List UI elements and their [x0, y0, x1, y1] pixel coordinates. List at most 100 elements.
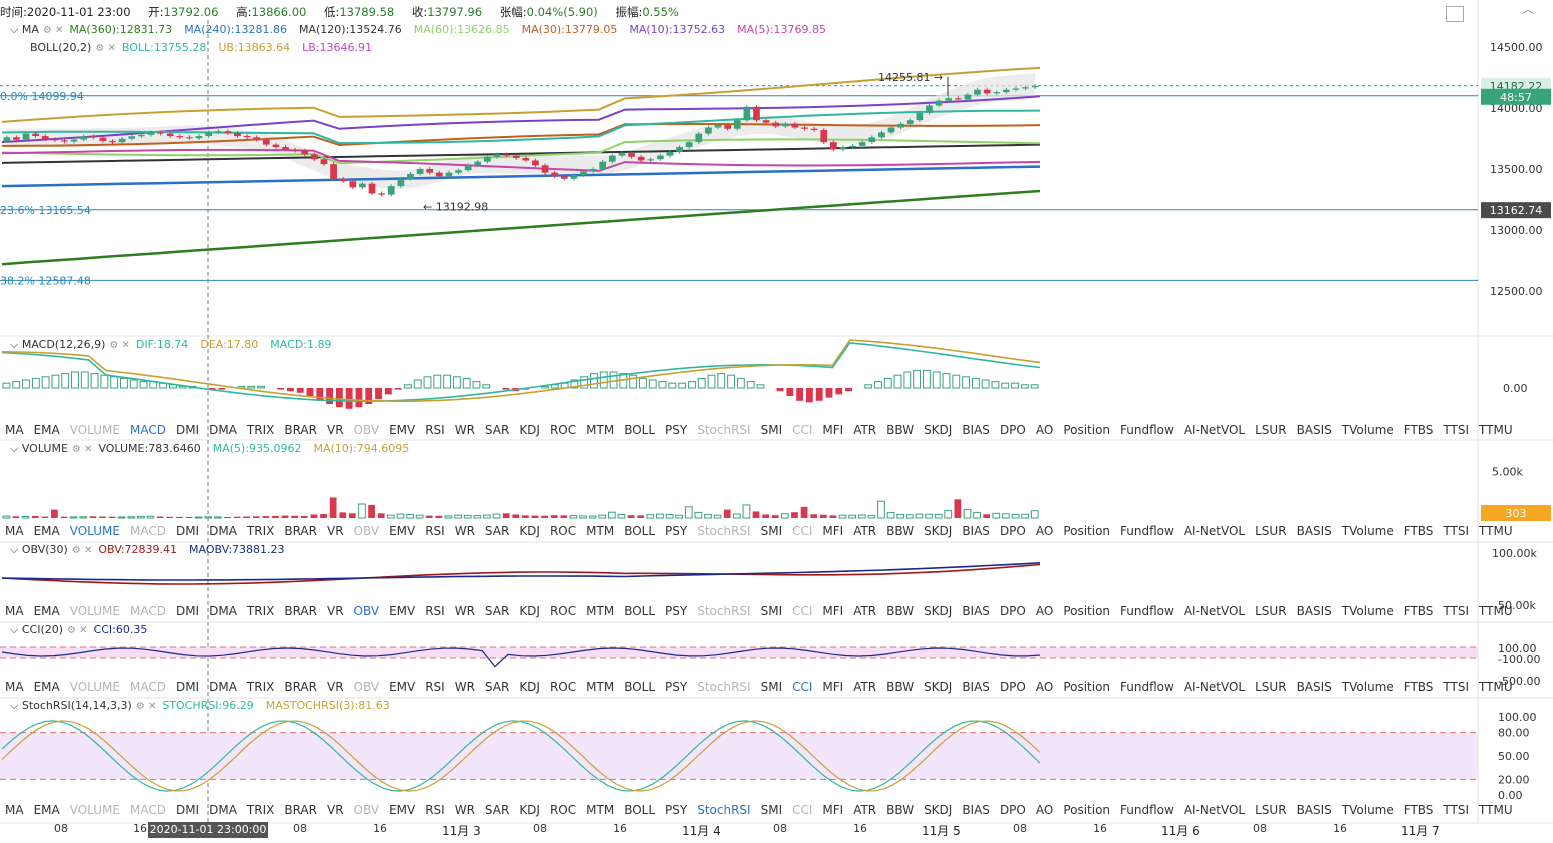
- tab-brar[interactable]: BRAR: [279, 678, 322, 696]
- tab-ao[interactable]: AO: [1031, 522, 1058, 540]
- tab-fundflow[interactable]: Fundflow: [1115, 678, 1179, 696]
- tab-basis[interactable]: BASIS: [1292, 602, 1337, 620]
- tab-cci[interactable]: CCI: [787, 801, 817, 819]
- tab-ttsi[interactable]: TTSI: [1438, 678, 1474, 696]
- tab-roc[interactable]: ROC: [545, 421, 581, 439]
- tab-bias[interactable]: BIAS: [957, 522, 995, 540]
- tab-cci[interactable]: CCI: [787, 602, 817, 620]
- tab-ai-netvol[interactable]: AI-NetVOL: [1179, 801, 1250, 819]
- tab-macd[interactable]: MACD: [125, 522, 171, 540]
- tab-tvolume[interactable]: TVolume: [1337, 421, 1399, 439]
- tab-position[interactable]: Position: [1058, 522, 1115, 540]
- tab-wr[interactable]: WR: [450, 421, 480, 439]
- tab-boll[interactable]: BOLL: [619, 678, 660, 696]
- tab-ai-netvol[interactable]: AI-NetVOL: [1179, 602, 1250, 620]
- tab-stochrsi[interactable]: StochRSI: [692, 801, 755, 819]
- tab-ftbs[interactable]: FTBS: [1399, 522, 1439, 540]
- tab-dma[interactable]: DMA: [204, 421, 242, 439]
- tab-emv[interactable]: EMV: [384, 801, 420, 819]
- tab-skdj[interactable]: SKDJ: [919, 678, 957, 696]
- tab-dmi[interactable]: DMI: [171, 522, 204, 540]
- tab-ttmu[interactable]: TTMU: [1474, 801, 1518, 819]
- tab-mfi[interactable]: MFI: [817, 678, 848, 696]
- tab-tvolume[interactable]: TVolume: [1337, 801, 1399, 819]
- tab-obv[interactable]: OBV: [349, 678, 385, 696]
- tab-dma[interactable]: DMA: [204, 602, 242, 620]
- tab-position[interactable]: Position: [1058, 421, 1115, 439]
- tab-position[interactable]: Position: [1058, 602, 1115, 620]
- tab-macd[interactable]: MACD: [125, 801, 171, 819]
- tab-roc[interactable]: ROC: [545, 522, 581, 540]
- tab-atr[interactable]: ATR: [848, 801, 881, 819]
- tab-lsur[interactable]: LSUR: [1250, 602, 1291, 620]
- tab-skdj[interactable]: SKDJ: [919, 522, 957, 540]
- tab-ai-netvol[interactable]: AI-NetVOL: [1179, 678, 1250, 696]
- tab-fundflow[interactable]: Fundflow: [1115, 522, 1179, 540]
- tab-ttmu[interactable]: TTMU: [1474, 522, 1518, 540]
- tab-bbw[interactable]: BBW: [881, 522, 919, 540]
- chevron-up-icon[interactable]: ︿: [1522, 0, 1534, 17]
- settings-close-icon[interactable]: ⚙ ✕: [95, 43, 116, 54]
- tab-dmi[interactable]: DMI: [171, 421, 204, 439]
- tab-stochrsi[interactable]: StochRSI: [692, 602, 755, 620]
- tab-roc[interactable]: ROC: [545, 678, 581, 696]
- tab-vr[interactable]: VR: [322, 602, 349, 620]
- tab-ema[interactable]: EMA: [29, 678, 65, 696]
- tab-psy[interactable]: PSY: [660, 522, 692, 540]
- tab-fundflow[interactable]: Fundflow: [1115, 421, 1179, 439]
- tab-bbw[interactable]: BBW: [881, 421, 919, 439]
- tab-emv[interactable]: EMV: [384, 678, 420, 696]
- tab-bbw[interactable]: BBW: [881, 678, 919, 696]
- tab-bias[interactable]: BIAS: [957, 602, 995, 620]
- tab-boll[interactable]: BOLL: [619, 801, 660, 819]
- tab-obv[interactable]: OBV: [349, 602, 385, 620]
- tab-ao[interactable]: AO: [1031, 678, 1058, 696]
- tab-wr[interactable]: WR: [450, 522, 480, 540]
- tab-psy[interactable]: PSY: [660, 602, 692, 620]
- tab-trix[interactable]: TRIX: [242, 678, 279, 696]
- tab-ema[interactable]: EMA: [29, 421, 65, 439]
- tab-ftbs[interactable]: FTBS: [1399, 801, 1439, 819]
- tab-macd[interactable]: MACD: [125, 678, 171, 696]
- tab-bbw[interactable]: BBW: [881, 602, 919, 620]
- tab-roc[interactable]: ROC: [545, 602, 581, 620]
- tab-emv[interactable]: EMV: [384, 421, 420, 439]
- tab-ai-netvol[interactable]: AI-NetVOL: [1179, 421, 1250, 439]
- tab-vr[interactable]: VR: [322, 678, 349, 696]
- tab-sar[interactable]: SAR: [480, 801, 514, 819]
- tab-trix[interactable]: TRIX: [242, 421, 279, 439]
- tab-rsi[interactable]: RSI: [420, 801, 450, 819]
- tab-ao[interactable]: AO: [1031, 602, 1058, 620]
- tab-kdj[interactable]: KDJ: [514, 801, 545, 819]
- tab-wr[interactable]: WR: [450, 602, 480, 620]
- tab-mfi[interactable]: MFI: [817, 801, 848, 819]
- tab-dpo[interactable]: DPO: [995, 678, 1031, 696]
- tab-ma[interactable]: MA: [0, 602, 29, 620]
- tab-bias[interactable]: BIAS: [957, 421, 995, 439]
- tab-dpo[interactable]: DPO: [995, 522, 1031, 540]
- settings-close-icon[interactable]: ⚙ ✕: [72, 444, 93, 455]
- tab-stochrsi[interactable]: StochRSI: [692, 421, 755, 439]
- tab-obv[interactable]: OBV: [349, 801, 385, 819]
- tab-rsi[interactable]: RSI: [420, 602, 450, 620]
- tab-ttsi[interactable]: TTSI: [1438, 602, 1474, 620]
- tab-ma[interactable]: MA: [0, 421, 29, 439]
- tab-kdj[interactable]: KDJ: [514, 602, 545, 620]
- tab-volume[interactable]: VOLUME: [65, 801, 125, 819]
- tab-tvolume[interactable]: TVolume: [1337, 678, 1399, 696]
- tab-mfi[interactable]: MFI: [817, 602, 848, 620]
- tab-rsi[interactable]: RSI: [420, 678, 450, 696]
- tab-position[interactable]: Position: [1058, 678, 1115, 696]
- tab-tvolume[interactable]: TVolume: [1337, 602, 1399, 620]
- tab-cci[interactable]: CCI: [787, 678, 817, 696]
- tab-ftbs[interactable]: FTBS: [1399, 602, 1439, 620]
- tab-dpo[interactable]: DPO: [995, 602, 1031, 620]
- tab-lsur[interactable]: LSUR: [1250, 522, 1291, 540]
- tab-ema[interactable]: EMA: [29, 801, 65, 819]
- tab-rsi[interactable]: RSI: [420, 421, 450, 439]
- tab-trix[interactable]: TRIX: [242, 522, 279, 540]
- tab-boll[interactable]: BOLL: [619, 522, 660, 540]
- tab-vr[interactable]: VR: [322, 421, 349, 439]
- tab-mtm[interactable]: MTM: [581, 522, 619, 540]
- tab-dpo[interactable]: DPO: [995, 421, 1031, 439]
